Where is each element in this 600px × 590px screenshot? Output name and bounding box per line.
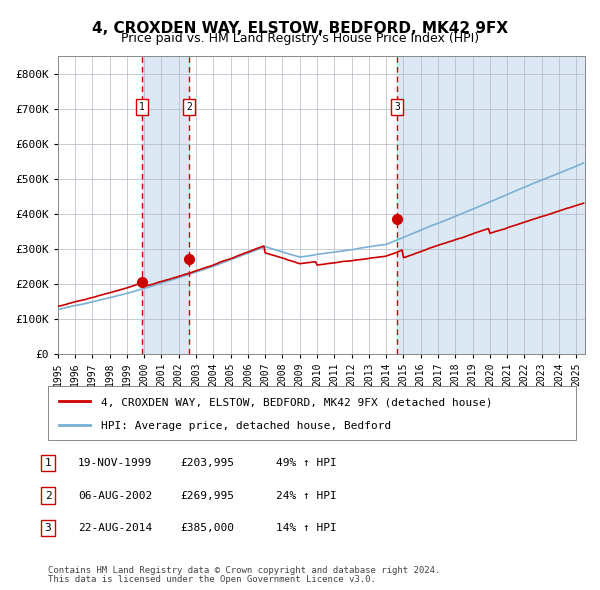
Text: 1: 1: [44, 458, 52, 468]
Text: 49% ↑ HPI: 49% ↑ HPI: [276, 458, 337, 468]
Text: 2: 2: [44, 491, 52, 500]
Text: 3: 3: [394, 102, 400, 112]
Bar: [397, 56, 585, 353]
Text: Price paid vs. HM Land Registry's House Price Index (HPI): Price paid vs. HM Land Registry's House …: [121, 32, 479, 45]
Text: This data is licensed under the Open Government Licence v3.0.: This data is licensed under the Open Gov…: [48, 575, 376, 584]
Text: £385,000: £385,000: [180, 523, 234, 533]
Text: HPI: Average price, detached house, Bedford: HPI: Average price, detached house, Bedf…: [101, 421, 391, 431]
Text: 19-NOV-1999: 19-NOV-1999: [78, 458, 152, 468]
FancyBboxPatch shape: [48, 386, 576, 440]
Text: 06-AUG-2002: 06-AUG-2002: [78, 491, 152, 500]
Bar: [142, 56, 189, 353]
Text: 4, CROXDEN WAY, ELSTOW, BEDFORD, MK42 9FX (detached house): 4, CROXDEN WAY, ELSTOW, BEDFORD, MK42 9F…: [101, 398, 493, 407]
Text: Contains HM Land Registry data © Crown copyright and database right 2024.: Contains HM Land Registry data © Crown c…: [48, 566, 440, 575]
Text: 4, CROXDEN WAY, ELSTOW, BEDFORD, MK42 9FX: 4, CROXDEN WAY, ELSTOW, BEDFORD, MK42 9F…: [92, 21, 508, 35]
Text: 14% ↑ HPI: 14% ↑ HPI: [276, 523, 337, 533]
Text: 2: 2: [186, 102, 192, 112]
Text: 3: 3: [44, 523, 52, 533]
Text: 22-AUG-2014: 22-AUG-2014: [78, 523, 152, 533]
Text: £203,995: £203,995: [180, 458, 234, 468]
Text: £269,995: £269,995: [180, 491, 234, 500]
Text: 1: 1: [139, 102, 145, 112]
Text: 24% ↑ HPI: 24% ↑ HPI: [276, 491, 337, 500]
